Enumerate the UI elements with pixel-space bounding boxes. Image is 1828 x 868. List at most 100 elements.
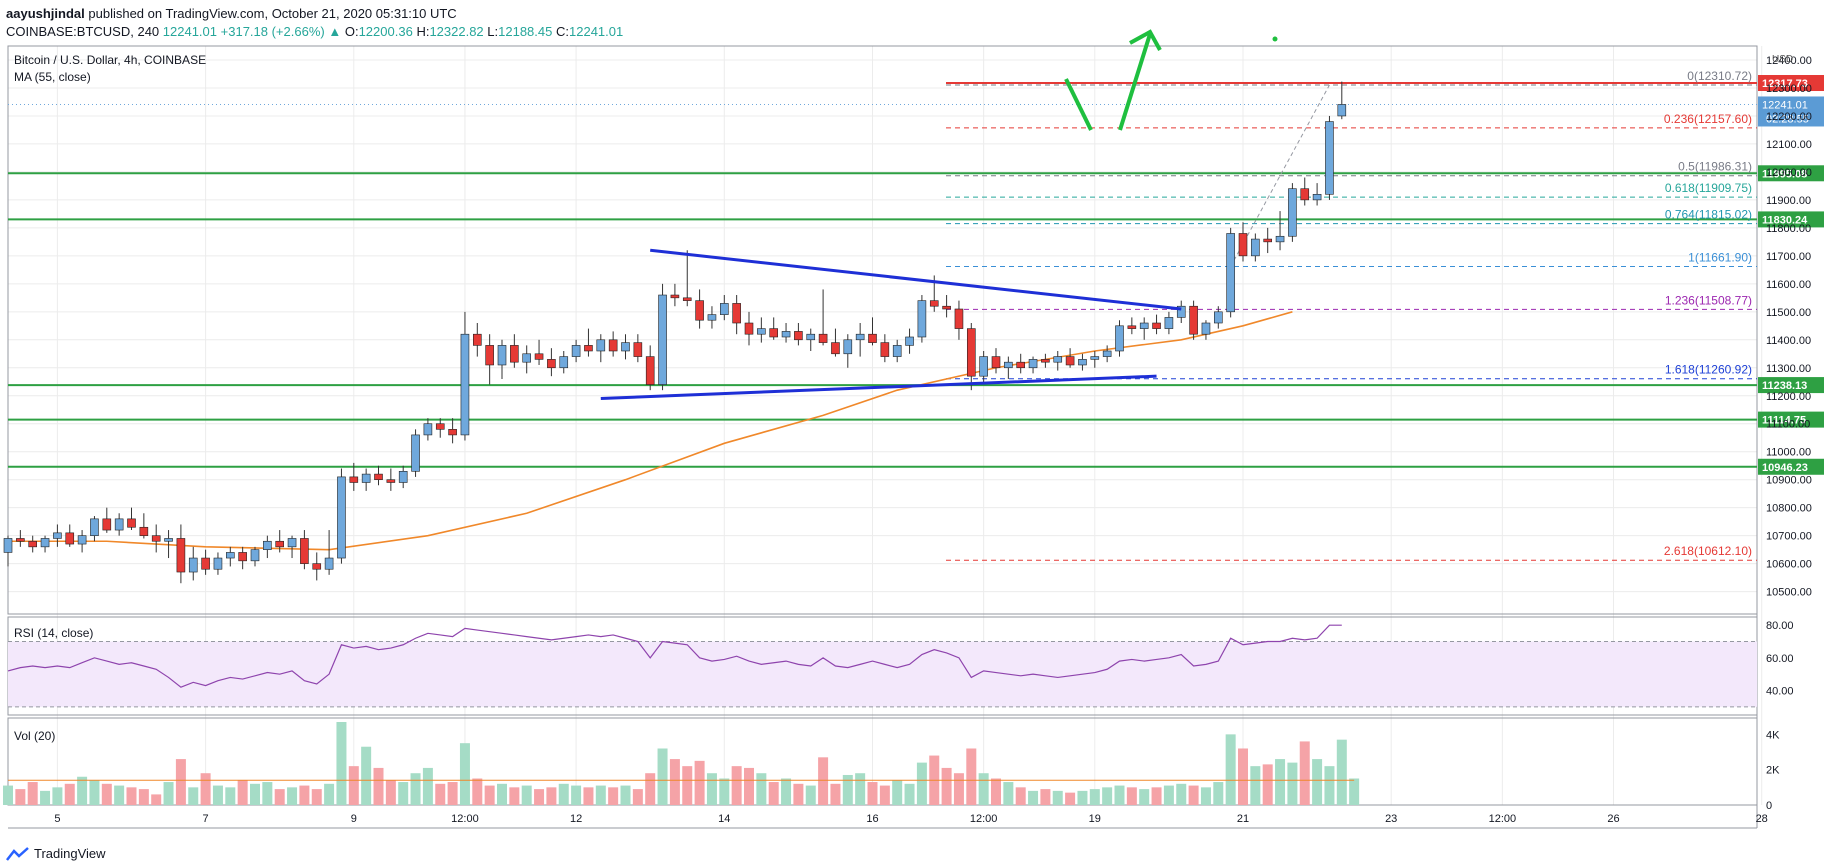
candle-body <box>1251 238 1260 257</box>
volume-bar <box>459 743 470 805</box>
volume-bar <box>546 787 557 805</box>
rsi-line <box>7 624 1342 688</box>
candle-body <box>1214 311 1223 324</box>
price-tick-label: 11100.00 <box>1766 419 1810 431</box>
volume-bar <box>855 773 866 805</box>
pane-legends: Bitcoin / U.S. Dollar, 4h, COINBASE MA (… <box>14 53 1793 743</box>
close-label: C: <box>556 24 569 39</box>
candle-body <box>794 331 803 341</box>
price-tick-label: 12400.00 <box>1766 55 1812 67</box>
price-tick-label: 11700.00 <box>1766 251 1811 263</box>
candle-body <box>188 557 198 573</box>
volume-pane <box>3 722 1360 805</box>
time-tick-label: 12:00 <box>451 813 479 825</box>
candle-body <box>460 333 470 436</box>
triangle-trendline <box>600 374 1157 401</box>
candle-body <box>868 333 877 343</box>
candle-body <box>1028 359 1038 369</box>
level-price-text: 11995.08 <box>1762 168 1807 180</box>
volume-bar <box>287 787 298 805</box>
volume-bar <box>40 790 51 805</box>
pane-border <box>7 45 1758 615</box>
rsi-tick-label: 40.00 <box>1766 686 1794 698</box>
volume-bar <box>1349 778 1360 805</box>
volume-bar <box>1052 790 1063 805</box>
volume-bar <box>867 782 878 805</box>
candle-body <box>374 473 383 480</box>
volume-bar <box>892 780 903 805</box>
volume-bar <box>1262 764 1273 805</box>
rsi-tick-label: 60.00 <box>1766 653 1794 665</box>
volume-bar <box>447 782 458 805</box>
time-tick-label: 12:00 <box>1489 813 1517 825</box>
price-tick-label: 10600.00 <box>1766 559 1812 571</box>
candle-body <box>300 538 309 564</box>
volume-bar <box>608 787 619 805</box>
volume-bar <box>3 785 13 805</box>
volume-bar <box>336 722 347 805</box>
candle-body <box>1041 359 1050 363</box>
level-price-tag <box>1758 411 1824 428</box>
candle-body <box>287 538 297 548</box>
candle-body <box>226 552 235 559</box>
candle-body <box>522 353 532 363</box>
volume-bar <box>15 789 26 805</box>
volume-bar <box>410 773 421 805</box>
fib-level-label: 0.764(11815.02) <box>1665 208 1752 222</box>
volume-bar <box>731 766 742 805</box>
candle-body <box>1238 233 1248 257</box>
tradingview-footer[interactable]: TradingView <box>6 846 106 861</box>
footer-brand: TradingView <box>34 846 106 861</box>
price-tick-label: 10800.00 <box>1766 503 1812 515</box>
volume-bar <box>1003 782 1014 805</box>
last-price-text: 12241.01 <box>1762 99 1808 111</box>
time-tick-label: 23 <box>1385 813 1397 825</box>
volume-bar <box>744 767 754 805</box>
volume-bar <box>1040 789 1051 805</box>
volume-bar <box>756 773 767 805</box>
volume-bar <box>669 759 680 805</box>
volume-bar <box>361 746 372 805</box>
volume-bar <box>583 787 594 805</box>
author-name[interactable]: aayushjindal <box>6 6 85 21</box>
level-price-text: 11114.75 <box>1762 415 1806 427</box>
volume-bar <box>571 785 582 805</box>
volume-bar <box>1114 785 1125 805</box>
pane-frames <box>7 45 1758 829</box>
price-tick-label: 11600.00 <box>1766 279 1811 291</box>
candle-body <box>164 538 173 542</box>
candle-body <box>1016 361 1026 369</box>
candle-body <box>337 476 346 559</box>
candle-body <box>102 518 112 531</box>
candles <box>3 81 1347 584</box>
fib-level-label: 0.5(11986.31) <box>1678 160 1752 174</box>
last-price-tag <box>1758 96 1824 127</box>
volume-bar <box>497 783 507 805</box>
volume-bar <box>385 780 396 805</box>
candle-body <box>65 532 75 545</box>
candle-body <box>361 473 371 483</box>
price-axis[interactable]: 11995.08 11830.24 11238.13 11114.75 10946.23… <box>1758 55 1824 812</box>
volume-bar <box>435 783 446 805</box>
candle-body <box>349 476 359 483</box>
candle-body <box>1164 317 1174 329</box>
volume-bar <box>978 773 989 805</box>
volume-bar <box>991 778 1001 805</box>
volume-bar <box>657 748 668 805</box>
volume-bar <box>595 785 606 805</box>
published-text: published on TradingView.com, October 21… <box>88 6 457 21</box>
volume-bar <box>904 783 915 805</box>
candle-body <box>213 557 223 570</box>
candle-body <box>1337 104 1347 117</box>
volume-bar <box>1065 792 1076 805</box>
volume-bar <box>1126 787 1137 805</box>
candle-body <box>732 303 741 324</box>
volume-bar <box>398 782 409 805</box>
rsi-legend: RSI (14, close) <box>14 626 93 640</box>
level-price-tag <box>1758 165 1824 182</box>
volume-bar <box>793 783 804 805</box>
volume-bar <box>138 789 149 805</box>
candle-body <box>1078 359 1087 366</box>
